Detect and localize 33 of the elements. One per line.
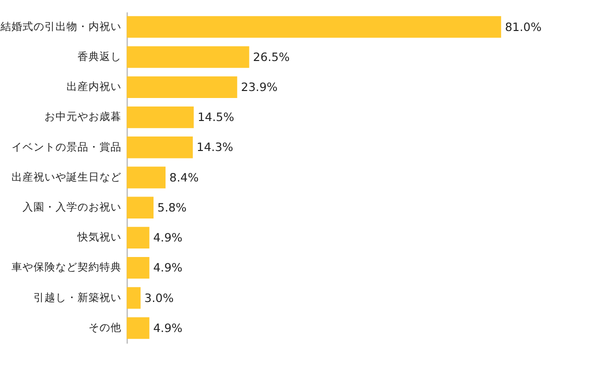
bar (126, 317, 150, 339)
bar (126, 46, 250, 68)
y-tick-label: お中元やお歳暮 (44, 110, 122, 124)
data-label: 14.3% (196, 140, 234, 154)
data-label: 8.4% (169, 170, 199, 184)
y-tick-label: 引越し・新築祝い (33, 290, 122, 304)
data-label: 3.0% (144, 290, 174, 305)
bar (126, 16, 502, 38)
bar (126, 256, 150, 279)
data-label: 26.5% (253, 50, 290, 64)
y-tick-label: 出産内祝い (66, 80, 122, 94)
y-tick-label: その他 (88, 322, 122, 334)
bar (126, 226, 150, 249)
bar (126, 287, 141, 309)
data-label: 4.9% (153, 230, 183, 245)
y-tick-label: 入園・入学のお祝い (22, 200, 122, 214)
bar (126, 166, 166, 188)
data-label: 5.8% (157, 200, 187, 214)
bar (126, 196, 154, 218)
y-tick-label: 快気祝い (76, 230, 122, 244)
y-tick-label: 香典返し (77, 50, 122, 63)
data-label: 4.9% (153, 260, 183, 275)
bar (126, 76, 238, 98)
y-tick-label: イベントの景品・賞品 (11, 140, 122, 154)
bar (126, 106, 194, 128)
y-tick-label: 結婚式の引出物・内祝い (0, 20, 122, 33)
bar (126, 136, 193, 158)
data-label: 14.5% (198, 110, 234, 124)
data-label: 4.9% (153, 320, 183, 335)
y-tick-label: 車や保険など契約特典 (11, 260, 122, 274)
data-label: 81.0% (504, 20, 542, 34)
y-tick-label: 出産祝いや誕生日など (11, 170, 122, 184)
data-label: 23.9% (241, 80, 278, 94)
